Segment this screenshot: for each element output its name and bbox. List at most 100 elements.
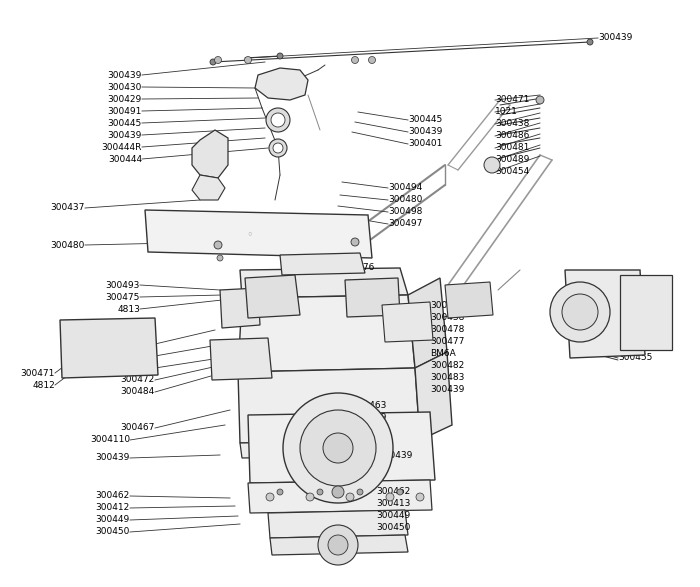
Text: 300489: 300489 [495,156,529,164]
Text: 300479: 300479 [430,302,464,311]
Polygon shape [565,270,645,358]
Polygon shape [210,338,272,380]
Text: 300455: 300455 [618,353,652,363]
Text: 300467: 300467 [120,423,155,433]
Text: 300449: 300449 [96,515,130,525]
Text: 300412: 300412 [96,504,130,512]
Text: 300445: 300445 [108,119,142,127]
Circle shape [214,56,221,63]
Polygon shape [240,268,408,298]
Text: 300435: 300435 [618,329,652,339]
Circle shape [397,489,403,495]
Text: 300492: 300492 [120,339,155,349]
Text: 300491: 300491 [108,106,142,116]
Text: 300456: 300456 [618,342,652,350]
Text: 300444R: 300444R [102,143,142,151]
Text: 300471: 300471 [20,369,55,377]
Circle shape [351,56,358,63]
Circle shape [562,294,598,330]
Circle shape [484,157,500,173]
Text: 300445: 300445 [408,116,442,124]
Text: ◦: ◦ [246,230,253,240]
Text: 300484: 300484 [120,387,155,396]
Polygon shape [238,368,420,443]
Text: 300439: 300439 [352,413,386,423]
Circle shape [283,393,393,503]
Polygon shape [145,210,372,258]
Text: 300463: 300463 [352,402,386,410]
Text: 300450: 300450 [376,524,410,532]
Text: 300486: 300486 [495,131,529,140]
Circle shape [217,255,223,261]
Text: 300497: 300497 [388,220,422,228]
Text: 4812: 4812 [32,380,55,390]
Circle shape [214,241,222,249]
Circle shape [323,433,353,463]
Circle shape [269,139,287,157]
Polygon shape [192,130,228,178]
Text: 300439: 300439 [108,70,142,79]
Text: 300438: 300438 [430,313,464,322]
Polygon shape [220,288,260,328]
Circle shape [416,493,424,501]
Text: 3004110: 3004110 [90,436,130,444]
Polygon shape [238,295,415,372]
Polygon shape [268,510,408,538]
Text: 300438: 300438 [495,120,529,129]
Text: 300480: 300480 [50,241,85,249]
Text: 1021: 1021 [495,107,518,116]
Polygon shape [445,282,493,318]
Text: 300429: 300429 [108,95,142,103]
Circle shape [318,525,358,565]
Circle shape [273,143,283,153]
Circle shape [357,489,363,495]
Circle shape [587,39,593,45]
Circle shape [328,535,348,555]
Text: 300458: 300458 [618,305,652,315]
Text: 300467: 300467 [352,426,386,434]
Polygon shape [192,175,225,200]
Text: 300476: 300476 [340,264,374,272]
Bar [620,275,672,350]
Polygon shape [382,302,433,342]
Circle shape [300,410,376,486]
Text: 300457: 300457 [618,318,652,326]
Text: 300482: 300482 [430,362,464,370]
Polygon shape [415,352,452,440]
Text: 300493: 300493 [106,281,140,289]
Text: 300462: 300462 [376,487,410,497]
Circle shape [306,493,314,501]
Text: 300462: 300462 [96,491,130,501]
Text: 300478: 300478 [430,326,464,335]
Text: 300439: 300439 [378,450,412,460]
Polygon shape [255,68,308,100]
Text: 300444: 300444 [108,154,142,164]
Text: 300494: 300494 [388,184,422,193]
Circle shape [346,493,354,501]
Text: 300413: 300413 [376,500,410,508]
Text: 300498: 300498 [388,207,422,217]
Polygon shape [408,278,447,368]
Text: 300471: 300471 [495,96,529,104]
Polygon shape [245,275,300,318]
Circle shape [536,96,544,104]
Circle shape [266,108,290,132]
Circle shape [550,282,610,342]
Circle shape [271,113,285,127]
Polygon shape [248,412,435,483]
Text: 300430: 300430 [108,83,142,92]
Circle shape [332,486,344,498]
Text: 300493: 300493 [120,352,155,360]
Text: 300471: 300471 [120,363,155,373]
Circle shape [244,56,251,63]
Text: 300454: 300454 [495,167,529,177]
Text: 300439: 300439 [408,127,442,137]
Polygon shape [270,535,408,555]
Polygon shape [60,318,158,378]
Circle shape [277,489,283,495]
Text: 300475: 300475 [106,292,140,302]
Polygon shape [280,253,365,275]
Text: 300449: 300449 [376,511,410,521]
Text: 300450: 300450 [96,528,130,537]
Text: 300437: 300437 [50,204,85,212]
